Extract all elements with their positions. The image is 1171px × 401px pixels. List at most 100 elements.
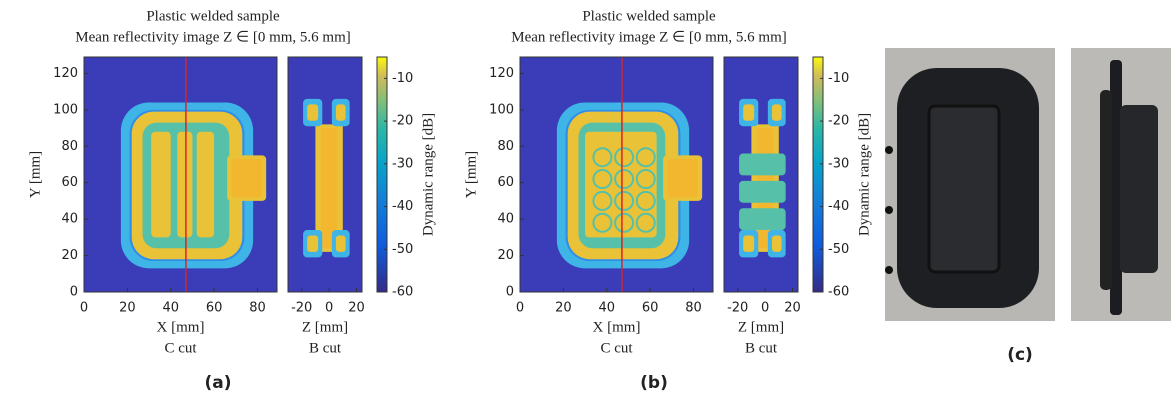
colorbar-tick-label: -40: [828, 199, 849, 214]
image-region: [231, 159, 262, 198]
photo-side: [1071, 48, 1171, 321]
x-tick-label: -20: [727, 301, 748, 316]
image-region: [771, 104, 782, 121]
image-region: [739, 180, 786, 203]
y-tick-label: 40: [497, 212, 514, 227]
colorbar-tick-label: -40: [392, 199, 413, 214]
y-tick-label: 120: [53, 66, 78, 81]
image-region: [592, 147, 613, 168]
image-region: [771, 235, 782, 252]
x-tick-label: 20: [555, 301, 572, 316]
image-region: [614, 190, 635, 211]
caption: C cut: [164, 340, 197, 356]
colorbar-label: Dynamic range [dB]: [420, 113, 436, 236]
x-tick-label: 0: [516, 301, 524, 316]
colorbar-tick-label: -30: [392, 156, 413, 171]
chart-title: Plastic welded sample: [146, 8, 280, 24]
colorbar-tick-label: -30: [828, 156, 849, 171]
y-tick-label: 20: [61, 248, 78, 263]
x-tick-label: -20: [291, 301, 312, 316]
panel-label: (b): [640, 373, 668, 393]
image-region: [177, 131, 193, 238]
colorbar: [812, 56, 824, 293]
caption: B cut: [745, 340, 778, 356]
y-axis-label: Y [mm]: [463, 151, 479, 198]
colorbar-label: Dynamic range [dB]: [856, 113, 872, 236]
panel-label: (a): [204, 373, 231, 393]
y-tick-label: 100: [53, 102, 78, 117]
y-tick-label: 80: [61, 139, 78, 154]
axes-frame: [519, 56, 714, 293]
x-tick-label: 0: [80, 301, 88, 316]
x-tick-label: 80: [249, 301, 266, 316]
colorbar-tick-label: -60: [392, 285, 413, 300]
image-region: [614, 147, 635, 168]
y-tick-label: 0: [506, 285, 514, 300]
caption: B cut: [309, 340, 342, 356]
image-region: [635, 169, 656, 190]
x-tick-label: 0: [325, 301, 333, 316]
axes-frame: [723, 56, 799, 293]
x-tick-label: 40: [162, 301, 179, 316]
image-region: [196, 131, 215, 238]
x-tick-label: 20: [784, 301, 801, 316]
colorbar-tick-label: -10: [828, 71, 849, 86]
y-tick-label: 40: [61, 212, 78, 227]
image-region: [335, 104, 346, 121]
x-axis-label: Z [mm]: [738, 319, 784, 335]
colorbar: [376, 56, 388, 293]
image-region: [585, 131, 657, 238]
image-region: [592, 212, 613, 233]
chart-title: Plastic welded sample: [582, 8, 716, 24]
image-region: [307, 235, 319, 252]
y-tick-label: 80: [497, 139, 514, 154]
image-region: [614, 212, 635, 233]
y-tick-label: 100: [489, 102, 514, 117]
image-region: [592, 169, 613, 190]
colorbar-tick-label: -60: [828, 285, 849, 300]
image-region: [307, 104, 319, 121]
image-region: [635, 190, 656, 211]
x-tick-label: 60: [642, 301, 659, 316]
image-region: [743, 235, 755, 252]
x-tick-label: 0: [761, 301, 769, 316]
caption: C cut: [600, 340, 633, 356]
x-axis-label: X [mm]: [157, 319, 205, 335]
image-region: [739, 153, 786, 176]
x-tick-label: 20: [348, 301, 365, 316]
x-axis-label: X [mm]: [593, 319, 641, 335]
photo-front: [885, 48, 1055, 321]
y-tick-label: 60: [497, 175, 514, 190]
y-tick-label: 0: [70, 285, 78, 300]
y-tick-label: 60: [61, 175, 78, 190]
chart-title: Mean reflectivity image Z ∈ [0 mm, 5.6 m…: [511, 29, 787, 45]
x-tick-label: 60: [206, 301, 223, 316]
y-tick-label: 20: [497, 248, 514, 263]
image-region: [743, 104, 755, 121]
axes-frame: [287, 56, 363, 293]
image-region: [592, 190, 613, 211]
y-tick-label: 120: [489, 66, 514, 81]
x-tick-label: 80: [685, 301, 702, 316]
colorbar-tick-label: -20: [392, 114, 413, 129]
x-tick-label: 40: [598, 301, 615, 316]
image-region: [335, 235, 346, 252]
axes-frame: [83, 56, 278, 293]
image-region: [151, 131, 171, 238]
chart-title: Mean reflectivity image Z ∈ [0 mm, 5.6 m…: [75, 29, 351, 45]
image-region: [667, 159, 698, 198]
image-region: [320, 128, 338, 249]
image-region: [635, 212, 656, 233]
y-axis-label: Y [mm]: [27, 151, 43, 198]
colorbar-tick-label: -20: [828, 114, 849, 129]
image-region: [635, 147, 656, 168]
image-region: [614, 169, 635, 190]
x-axis-label: Z [mm]: [302, 319, 348, 335]
x-tick-label: 20: [119, 301, 136, 316]
panel-label: (c): [1007, 345, 1033, 365]
colorbar-tick-label: -50: [828, 242, 849, 257]
colorbar-tick-label: -50: [392, 242, 413, 257]
colorbar-tick-label: -10: [392, 71, 413, 86]
image-region: [739, 208, 786, 231]
